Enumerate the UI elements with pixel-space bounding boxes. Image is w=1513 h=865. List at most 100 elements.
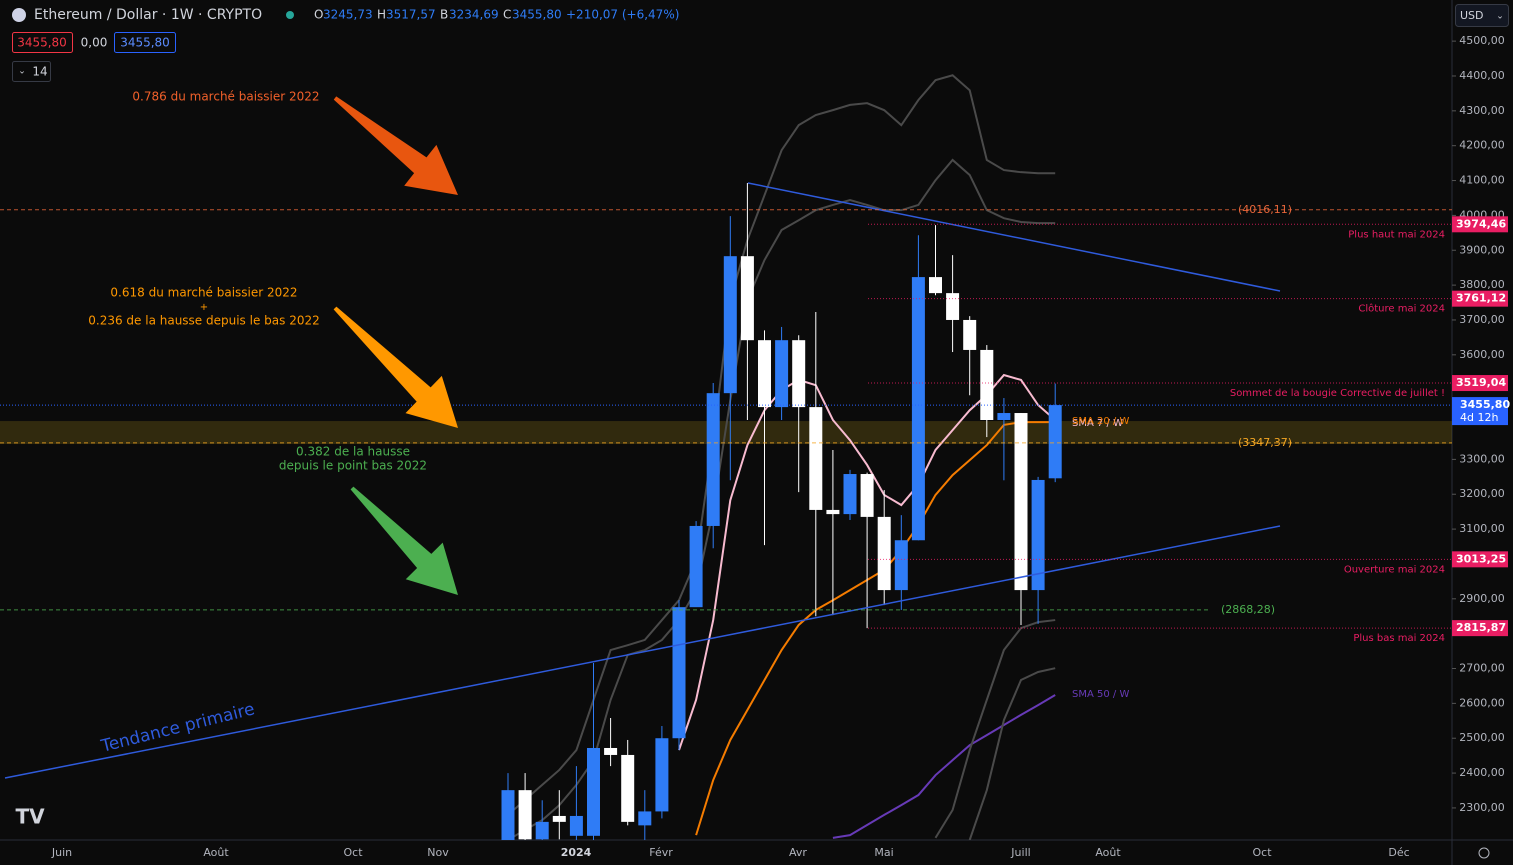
ohlc-key: B [440,8,448,22]
candle-body [638,811,652,826]
y-tick-label: 3800,00 [1459,278,1505,291]
trendline [747,182,1281,292]
y-tick-label: 3700,00 [1459,313,1505,326]
y-tick-label: 4200,00 [1459,139,1505,152]
y-tick-label: 3100,00 [1459,522,1505,535]
series-label: SMA 50 / W [1072,689,1129,700]
y-tick-label: 4400,00 [1459,69,1505,82]
y-tick-label: 2400,00 [1459,766,1505,779]
indicators-toggle[interactable] [12,61,51,82]
candle-body [929,277,942,294]
x-tick-label: Juill [1010,846,1030,859]
candle-body [621,754,635,822]
x-tick-label: Mai [874,846,893,859]
y-tick-label: 2900,00 [1459,592,1505,605]
indicator-line [507,158,1056,840]
candle-body [963,319,977,350]
annotation: 0.786 du marché baissier 2022 [132,90,319,104]
currency: USD [1460,9,1484,22]
candle-body [587,747,600,836]
level-text: Ouverture mai 2024 [1344,564,1445,575]
indicator-line [968,667,1056,840]
x-tick-label: Août [1095,846,1121,859]
annotation: + [200,302,208,313]
settings[interactable] [1478,847,1490,859]
tv-logo: TV [15,805,45,829]
indicator-line [695,421,1056,836]
y-tick-label: 2500,00 [1459,731,1505,744]
ohlc-value: 3245,73 [323,8,373,22]
ask: 3455,80 [120,36,170,50]
x-tick-label: Août [203,846,229,859]
y-tick-label: 3300,00 [1459,452,1505,465]
x-tick-label: Févr [649,846,673,859]
chevron: ⌄ [1496,12,1504,22]
y-tick-label: 3600,00 [1459,348,1505,361]
price-tag-label: 3013,25 [1456,552,1506,565]
candle-body [758,340,771,408]
price-tag-label: 3519,04 [1456,376,1506,389]
level-text: (3347,37) [1238,436,1292,449]
y-tick-label: 4300,00 [1459,104,1505,117]
candle-body [894,540,908,591]
indicator-line [934,619,1056,839]
candle-body [535,821,549,840]
x-tick-label: Avr [789,846,807,859]
spread: 0,00 [81,36,108,50]
candle-body [826,509,840,515]
price-tag-label: 3455,80 [1460,398,1510,411]
price-tag [1452,551,1508,568]
chevron: ⌄ [18,67,26,77]
price-tag-label: 2815,87 [1456,621,1506,634]
logo [12,8,26,22]
status-dot [286,11,294,19]
candle-body [740,256,754,341]
price-tag [1452,290,1508,307]
ohlc-key: C [503,8,511,22]
level-text: Plus haut mai 2024 [1348,229,1445,240]
candle-body [706,393,720,526]
candle-body [809,407,823,510]
price-tag [1452,397,1508,426]
y-tick-label: 4100,00 [1459,174,1505,187]
series-label: SMA 20 / W [1072,416,1129,427]
candle-body [1048,405,1062,479]
symbol: Ethereum / Dollar · 1W · CRYPTO [34,7,262,23]
arrow [333,96,458,195]
currency-button[interactable] [1455,4,1509,27]
candle-body [552,815,566,822]
bid: 3455,80 [17,36,67,50]
ohlc-key: H [377,8,386,22]
candle-body [860,474,874,517]
candle-body [655,738,669,812]
candle-body [792,340,806,408]
candle-body [518,790,532,840]
y-tick-label: 2700,00 [1459,662,1505,675]
annotation: 0.618 du marché baissier 2022 [110,286,297,300]
countdown: 4d 12h [1460,411,1498,424]
trendline [4,525,1281,779]
indicator-line [507,74,1056,816]
candle-body [672,607,686,739]
candle-body [997,413,1011,420]
y-tick-label: 2600,00 [1459,696,1505,709]
indicator-line [832,694,1056,839]
level-text: Plus bas mai 2024 [1353,633,1445,644]
price-tag-label: 3974,46 [1456,217,1506,230]
bid-box[interactable] [12,32,73,53]
candle-body [569,815,583,836]
y-tick-label: 3200,00 [1459,487,1505,500]
candle-body [946,293,960,320]
arrow [350,486,458,595]
ask-box[interactable] [114,32,176,53]
level-text: Sommet de la bougie Corrective de juille… [1230,388,1445,399]
candle-body [775,340,789,408]
plot [0,74,1452,840]
candle-body [689,525,703,608]
x-tick-label: 2024 [561,846,592,859]
level-text: Clôture mai 2024 [1358,303,1445,315]
annotation: 0.236 de la hausse depuis le bas 2022 [88,314,319,328]
ohlc-value: 3455,80 [512,8,562,22]
